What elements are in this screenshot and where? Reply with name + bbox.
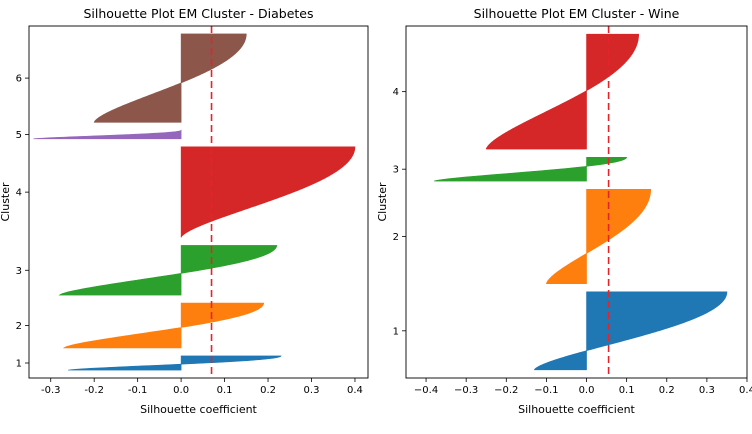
y-tick-label: 3 <box>16 266 22 277</box>
x-tick-label: −0.4 <box>414 385 438 396</box>
cluster-band-2 <box>62 302 265 349</box>
y-tick-label: 1 <box>393 326 399 337</box>
axes-frame <box>28 25 369 379</box>
x-tick-label: 0.4 <box>347 385 363 396</box>
cluster-band-6 <box>93 33 247 123</box>
y-tick-label: 4 <box>16 188 22 199</box>
y-tick-label: 3 <box>393 165 399 176</box>
x-tick-label: -0.2 <box>84 385 104 396</box>
cluster-band-1 <box>68 355 282 371</box>
x-tick-label: −0.1 <box>534 385 558 396</box>
x-tick-label: 0.4 <box>739 385 752 396</box>
cluster-band-4 <box>485 33 639 150</box>
x-tick-label: 0.0 <box>173 385 189 396</box>
y-tick-label: 4 <box>393 87 399 98</box>
cluster-band-2 <box>546 188 652 284</box>
y-tick-label: 5 <box>16 130 22 141</box>
x-tick-label: 0.2 <box>260 385 276 396</box>
x-tick-label: 0.1 <box>619 385 635 396</box>
x-tick-label: 0.3 <box>304 385 320 396</box>
chart-title: Silhouette Plot EM Cluster - Diabetes <box>83 6 313 21</box>
x-tick-label: 0.1 <box>217 385 233 396</box>
plot-panel-1: -0.3 -0.2 -0.1 0.0 0.1 0.2 0.3 0.4 1 2 3 4 5 6 Silhoue… <box>0 6 369 416</box>
plot-panel-2: −0.4 −0.3 −0.2 −0.1 0.0 0.1 0.2 0.3 0.4 1 2 3 4 Silho… <box>376 6 752 416</box>
x-tick-label: −0.2 <box>494 385 518 396</box>
y-tick-label: 2 <box>16 321 22 332</box>
cluster-band-3 <box>433 156 628 182</box>
x-tick-label: −0.3 <box>454 385 478 396</box>
chart-title: Silhouette Plot EM Cluster - Wine <box>474 6 680 21</box>
y-axis-label: Cluster <box>376 182 389 222</box>
x-tick-label: 0.2 <box>659 385 675 396</box>
y-tick-label: 6 <box>16 74 22 85</box>
x-axis-label: Silhouette coefficient <box>140 403 257 416</box>
x-tick-label: 0.0 <box>579 385 595 396</box>
y-tick-label: 2 <box>393 232 399 243</box>
x-axis-label: Silhouette coefficient <box>518 403 635 416</box>
axes-frame <box>405 25 748 379</box>
y-axis-label: Cluster <box>0 182 12 222</box>
y-tick-label: 1 <box>16 359 22 370</box>
x-tick-label: -0.3 <box>41 385 61 396</box>
cluster-band-3 <box>58 245 278 296</box>
cluster-band-1 <box>533 291 728 371</box>
cluster-band-5 <box>33 129 182 140</box>
x-tick-label: 0.3 <box>699 385 715 396</box>
cluster-band-4 <box>180 146 356 238</box>
x-tick-label: -0.1 <box>128 385 148 396</box>
